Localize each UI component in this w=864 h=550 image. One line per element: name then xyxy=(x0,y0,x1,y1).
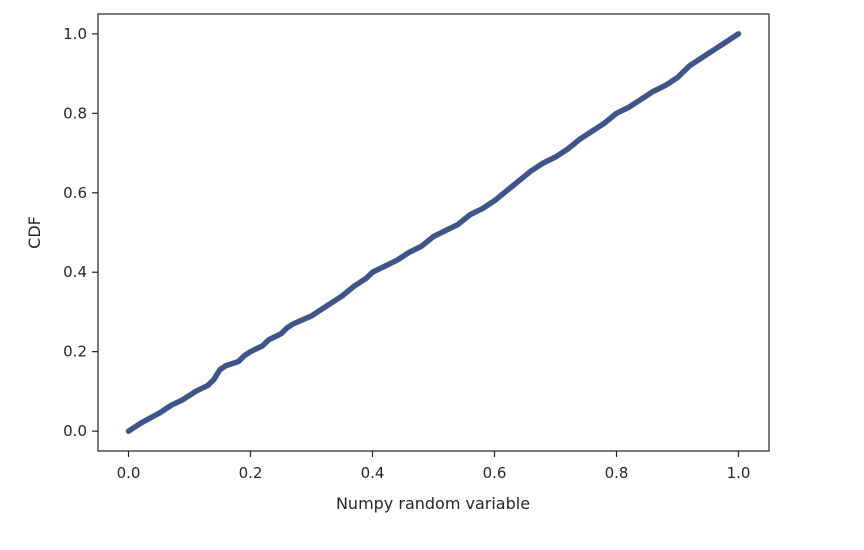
y-tick-label-3: 0.6 xyxy=(63,184,87,202)
x-tick-label-3: 0.6 xyxy=(483,464,507,482)
y-tick-label-5: 1.0 xyxy=(63,25,87,43)
x-tick-label-4: 0.8 xyxy=(605,464,629,482)
cdf-series-line-0 xyxy=(125,31,742,434)
axis-ticks: 0.0 0.2 0.4 0.6 0.8 1.0 0.0 0.2 0.4 0.6 0.8 1.0 xyxy=(63,25,750,482)
x-axis-label: Numpy random variable xyxy=(336,494,530,513)
y-tick-label-4: 0.8 xyxy=(63,104,87,122)
y-axis-label: CDF xyxy=(25,216,44,249)
x-tick-label-2: 0.4 xyxy=(361,464,385,482)
y-tick-label-0: 0.0 xyxy=(63,422,87,440)
y-tick-label-2: 0.4 xyxy=(63,263,87,281)
x-tick-label-1: 0.2 xyxy=(239,464,263,482)
y-tick-label-1: 0.2 xyxy=(63,343,87,361)
plot-area xyxy=(125,31,742,434)
x-tick-label-0: 0.0 xyxy=(117,464,141,482)
axes-frame xyxy=(97,13,770,452)
x-tick-label-5: 1.0 xyxy=(727,464,751,482)
